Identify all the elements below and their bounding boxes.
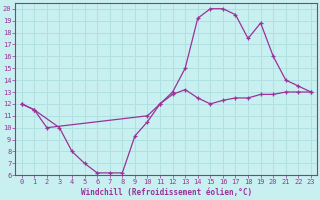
X-axis label: Windchill (Refroidissement éolien,°C): Windchill (Refroidissement éolien,°C) xyxy=(81,188,252,197)
